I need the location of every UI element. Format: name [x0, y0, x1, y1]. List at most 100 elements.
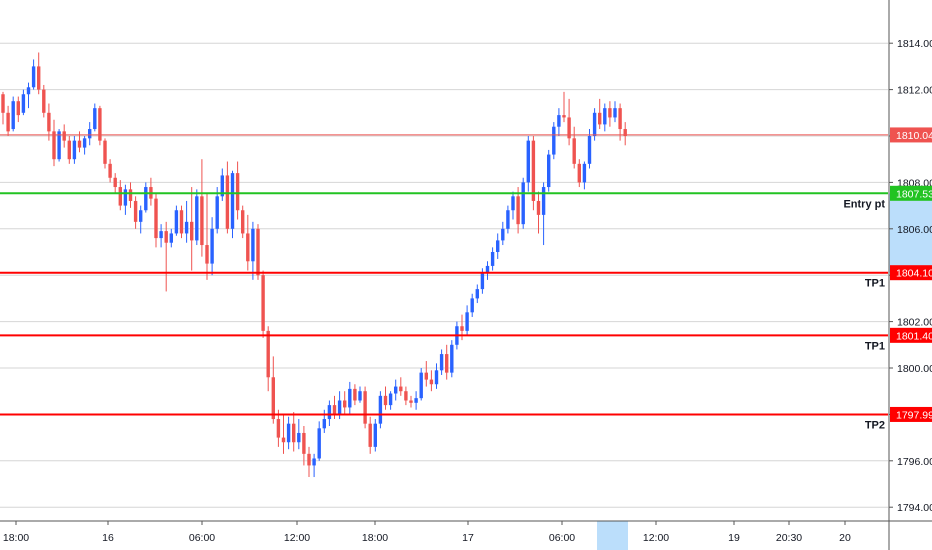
candle-body[interactable] [475, 289, 479, 299]
candle-body[interactable] [506, 210, 510, 229]
candle-body[interactable] [623, 129, 627, 136]
candle-body[interactable] [52, 131, 56, 160]
candle-body[interactable] [77, 140, 82, 148]
candle-body[interactable] [399, 386, 403, 392]
candle-body[interactable] [582, 163, 587, 183]
candle-body[interactable] [424, 372, 428, 380]
candle-body[interactable] [286, 423, 291, 443]
candle-body[interactable] [108, 163, 112, 178]
candle-body[interactable] [394, 386, 398, 394]
candle-series[interactable] [1, 52, 627, 478]
candle-body[interactable] [419, 372, 423, 399]
candle-body[interactable] [383, 395, 388, 406]
candle-body[interactable] [608, 108, 612, 118]
candle-body[interactable] [526, 140, 530, 183]
candle-body[interactable] [88, 129, 92, 139]
candle-body[interactable] [235, 173, 240, 211]
candle-body[interactable] [337, 400, 342, 415]
candle-body[interactable] [215, 196, 219, 229]
candle-body[interactable] [184, 221, 189, 234]
candle-body[interactable] [521, 182, 525, 225]
candle-body[interactable] [439, 354, 444, 371]
candle-body[interactable] [21, 94, 26, 113]
candle-body[interactable] [587, 136, 592, 164]
candle-body[interactable] [266, 330, 270, 378]
candle-body[interactable] [98, 108, 102, 141]
candle-body[interactable] [501, 228, 505, 241]
candle-body[interactable] [26, 87, 31, 95]
candle-body[interactable] [348, 388, 352, 408]
candle-body[interactable] [241, 210, 245, 234]
candle-body[interactable] [450, 344, 454, 373]
candle-body[interactable] [133, 200, 138, 222]
candle-body[interactable] [572, 138, 576, 164]
candle-body[interactable] [516, 196, 520, 225]
candle-body[interactable] [547, 154, 551, 188]
candle-body[interactable] [536, 200, 541, 215]
candle-body[interactable] [210, 228, 214, 264]
candle-body[interactable] [470, 298, 474, 313]
candle-body[interactable] [1, 94, 5, 113]
candle-body[interactable] [358, 391, 362, 401]
candle-body[interactable] [409, 400, 413, 403]
candle-body[interactable] [541, 187, 546, 215]
candle-body[interactable] [225, 175, 230, 229]
candle-body[interactable] [179, 210, 184, 234]
candle-body[interactable] [123, 189, 128, 206]
candle-body[interactable] [552, 126, 556, 155]
candle-body[interactable] [327, 405, 332, 420]
candle-body[interactable] [388, 393, 393, 406]
candle-body[interactable] [613, 108, 617, 118]
candle-body[interactable] [251, 228, 255, 262]
candle-body[interactable] [317, 428, 321, 459]
candle-body[interactable] [378, 395, 383, 424]
candle-body[interactable] [322, 419, 326, 429]
candle-body[interactable] [159, 231, 163, 239]
candle-body[interactable] [485, 265, 490, 273]
candle-body[interactable] [490, 252, 495, 266]
candle-body[interactable] [307, 453, 311, 466]
candle-body[interactable] [557, 115, 561, 127]
candle-body[interactable] [256, 228, 260, 276]
candle-body[interactable] [276, 419, 281, 438]
candle-body[interactable] [567, 117, 571, 139]
candle-body[interactable] [511, 196, 515, 211]
candle-body[interactable] [57, 131, 61, 160]
candle-body[interactable] [82, 138, 87, 148]
candle-body[interactable] [6, 112, 10, 132]
candle-body[interactable] [332, 405, 337, 415]
candle-body[interactable] [496, 240, 500, 252]
candle-body[interactable] [343, 400, 347, 408]
candle-body[interactable] [271, 377, 275, 420]
candle-body[interactable] [16, 101, 20, 116]
candle-body[interactable] [31, 66, 36, 88]
candle-body[interactable] [480, 272, 485, 290]
candle-body[interactable] [429, 379, 434, 385]
candle-body[interactable] [139, 210, 143, 222]
candle-body[interactable] [205, 245, 209, 264]
candle-body[interactable] [42, 89, 46, 113]
candle-body[interactable] [577, 163, 581, 183]
candle-body[interactable] [373, 423, 377, 447]
candle-body[interactable] [368, 423, 372, 447]
candle-body[interactable] [11, 101, 15, 130]
candle-body[interactable] [164, 231, 168, 243]
candle-body[interactable] [292, 423, 296, 443]
candle-body[interactable] [62, 131, 66, 141]
candle-body[interactable] [414, 398, 418, 403]
candle-body[interactable] [465, 312, 469, 331]
candle-body[interactable] [531, 140, 536, 201]
candle-body[interactable] [363, 391, 367, 424]
candle-body[interactable] [598, 112, 602, 125]
candle-body[interactable] [67, 140, 71, 160]
candle-body[interactable] [603, 108, 607, 125]
candle-body[interactable] [118, 187, 122, 206]
candle-body[interactable] [312, 458, 316, 466]
candle-body[interactable] [230, 173, 235, 229]
candle-body[interactable] [169, 233, 173, 243]
candle-body[interactable] [220, 175, 224, 197]
candle-body[interactable] [460, 326, 464, 331]
candle-body[interactable] [353, 388, 357, 401]
candle-body[interactable] [128, 189, 133, 201]
candle-body[interactable] [200, 196, 204, 246]
